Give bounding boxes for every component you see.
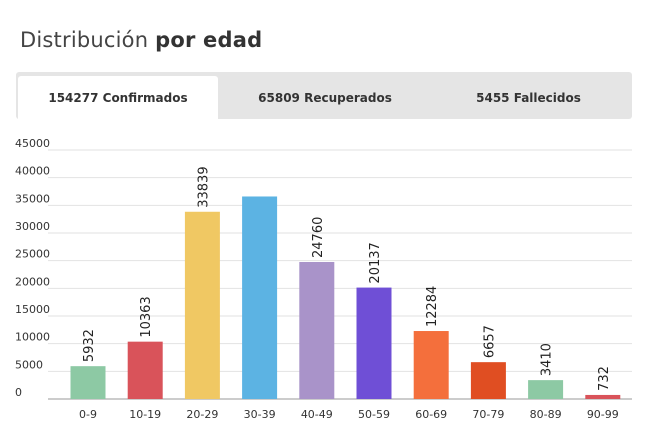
y-tick-label: 10000	[15, 331, 50, 344]
x-tick-label: 10-19	[129, 408, 161, 421]
data-label: 3410	[540, 343, 555, 376]
y-tick-label: 30000	[15, 220, 50, 233]
x-tick-label: 60-69	[415, 408, 447, 421]
bar[interactable]	[184, 211, 220, 399]
data-label: 6657	[482, 325, 497, 358]
x-tick-label: 20-29	[186, 408, 218, 421]
bar[interactable]	[528, 380, 564, 399]
y-tick-label: 5000	[15, 358, 43, 371]
data-label: 10363	[139, 296, 154, 337]
x-tick-label: 0-9	[79, 408, 97, 421]
y-tick-label: 25000	[15, 248, 50, 261]
y-tick-label: 15000	[15, 303, 50, 316]
y-tick-label: 20000	[15, 275, 50, 288]
y-tick-label: 0	[15, 386, 22, 399]
bar[interactable]	[70, 366, 106, 399]
bar[interactable]	[356, 287, 392, 399]
y-tick-label: 35000	[15, 192, 50, 205]
data-label: 12284	[425, 286, 440, 327]
x-tick-label: 80-89	[530, 408, 562, 421]
tab-bar: 154277 Confirmados 65809 Recuperados 545…	[16, 72, 632, 119]
data-label: 5932	[82, 329, 97, 362]
x-tick-label: 50-59	[358, 408, 390, 421]
data-label: 20137	[368, 242, 383, 283]
bar[interactable]	[470, 362, 506, 399]
title-regular: Distribución	[20, 28, 149, 52]
x-tick-label: 90-99	[587, 408, 619, 421]
bar[interactable]	[127, 341, 163, 399]
tab-recuperados[interactable]: 65809 Recuperados	[258, 90, 392, 105]
page-title: Distribución por edad	[20, 28, 262, 52]
data-label: 732	[597, 366, 612, 391]
x-tick-label: 40-49	[301, 408, 333, 421]
tab-fallecidos[interactable]: 5455 Fallecidos	[476, 90, 581, 105]
data-label: 24760	[311, 217, 326, 258]
tab-confirmados[interactable]: 154277 Confirmados	[18, 76, 218, 119]
bar[interactable]	[299, 261, 335, 399]
bar[interactable]	[585, 394, 621, 399]
bar[interactable]	[413, 331, 449, 399]
x-tick-label: 30-39	[244, 408, 276, 421]
data-label: 33839	[196, 166, 211, 207]
title-bold: por edad	[155, 28, 263, 52]
bar[interactable]	[242, 196, 278, 399]
y-tick-label: 40000	[15, 165, 50, 178]
y-tick-label: 45000	[15, 137, 50, 150]
x-tick-label: 70-79	[472, 408, 504, 421]
